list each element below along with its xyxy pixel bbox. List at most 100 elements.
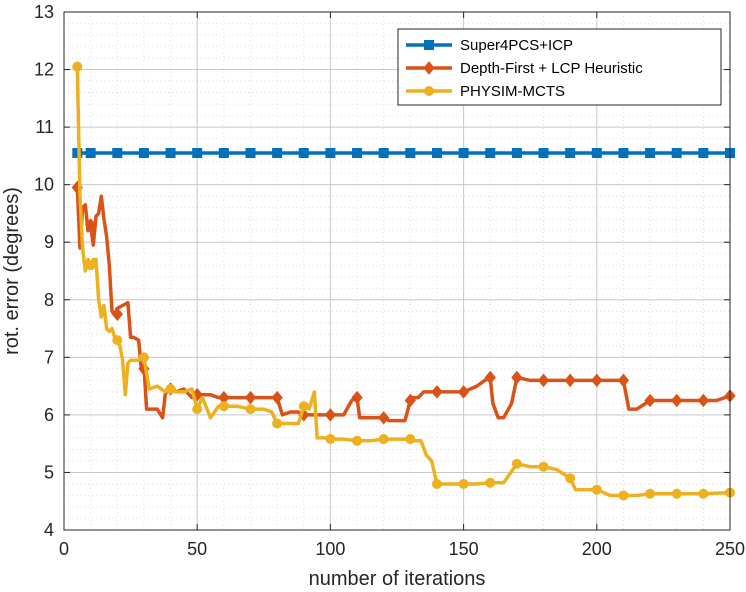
data-point-square (671, 148, 682, 159)
data-point-square (431, 148, 442, 159)
y-tick-label: 12 (34, 60, 54, 80)
data-point-square (112, 148, 123, 159)
data-point-diamond (511, 370, 523, 385)
data-point-square (352, 148, 363, 159)
data-point-diamond (617, 373, 630, 388)
series-line (75, 64, 732, 498)
series-layer (71, 61, 736, 501)
data-point-circle (511, 458, 522, 469)
data-point-circle (671, 488, 682, 499)
data-point-diamond (671, 393, 683, 408)
y-tick-label: 11 (35, 117, 54, 137)
data-point-circle (591, 484, 602, 495)
data-point-circle (298, 401, 309, 412)
data-point-circle (245, 404, 256, 415)
data-point-diamond (324, 408, 337, 422)
data-point-circle (645, 488, 656, 499)
data-point-diamond (271, 390, 283, 405)
data-point-square (138, 148, 149, 159)
data-point-diamond (431, 385, 443, 399)
plot-frame (63, 11, 731, 531)
data-point-circle (698, 488, 709, 499)
data-point-square (272, 148, 283, 159)
data-point-diamond (591, 373, 603, 388)
data-point-square (698, 148, 709, 159)
y-tick-label: 4 (44, 520, 54, 540)
data-point-square (298, 148, 309, 159)
data-point-diamond (564, 373, 576, 388)
y-tick-label: 9 (44, 232, 54, 252)
x-tick-label: 250 (715, 539, 745, 559)
data-point-circle (431, 478, 442, 489)
data-point-diamond (84, 218, 97, 232)
legend-label: Super4PCS+ICP (460, 37, 573, 54)
y-tick-label: 13 (34, 2, 54, 22)
data-point-square (618, 148, 629, 159)
data-point-square (591, 148, 602, 159)
legend: Super4PCS+ICP Depth-First + LCP Heuristic… (397, 28, 722, 106)
data-point-circle (565, 473, 576, 484)
x-tick-label: 100 (315, 539, 345, 559)
data-point-square (378, 148, 389, 159)
data-point-square (165, 148, 176, 159)
data-point-circle (325, 434, 336, 445)
data-point-diamond (351, 390, 363, 405)
data-point-circle (218, 401, 229, 412)
data-point-square (245, 148, 256, 159)
data-point-square (405, 148, 416, 159)
data-point-diamond (404, 393, 416, 408)
y-tick-label: 5 (44, 462, 54, 482)
x-tick-label: 200 (582, 539, 612, 559)
data-point-square (218, 148, 229, 159)
data-point-square (565, 148, 576, 159)
x-tick-label: 0 (59, 539, 69, 559)
data-point-square (192, 148, 203, 159)
data-point-diamond (484, 370, 496, 385)
y-tick-labels: 4 5 6 7 8 9 10 11 12 13 (34, 2, 54, 540)
data-point-circle (112, 335, 123, 346)
y-axis-label: rot. error (degrees) (1, 187, 23, 355)
legend-marker-square (424, 40, 434, 50)
legend-label: PHYSIM-MCTS (460, 83, 565, 100)
data-point-square (511, 148, 522, 159)
data-point-square (485, 148, 496, 159)
data-point-circle (378, 434, 389, 445)
series-super4pcs-icp (72, 148, 735, 159)
data-point-square (325, 148, 336, 159)
data-point-square (538, 148, 549, 159)
series-physim-mcts (72, 61, 735, 501)
y-tick-label: 10 (34, 175, 54, 195)
data-point-diamond (537, 373, 550, 388)
data-point-diamond (457, 385, 470, 399)
data-point-circle (85, 260, 96, 271)
data-point-square (458, 148, 469, 159)
data-point-circle (165, 383, 176, 394)
data-point-circle (352, 435, 363, 446)
y-tick-label: 7 (44, 347, 54, 367)
legend-label: Depth-First + LCP Heuristic (460, 60, 643, 77)
data-point-diamond (644, 393, 656, 408)
tick-marks (63, 11, 731, 531)
data-point-square (645, 148, 656, 159)
data-point-circle (538, 461, 549, 472)
x-tick-label: 50 (187, 539, 207, 559)
data-point-square (85, 148, 96, 159)
x-tick-labels: 0 50 100 150 200 250 (59, 539, 745, 559)
y-tick-label: 8 (44, 290, 54, 310)
legend-marker-diamond (423, 61, 435, 75)
x-axis-label: number of iterations (309, 568, 486, 590)
series-depth-first-lcp-heuristic (71, 180, 736, 425)
x-tick-label: 150 (449, 539, 479, 559)
data-point-circle (72, 61, 83, 72)
data-point-circle (138, 352, 149, 363)
data-point-circle (618, 490, 629, 501)
data-point-diamond (111, 307, 123, 321)
y-tick-label: 6 (44, 405, 54, 425)
data-point-circle (192, 404, 203, 415)
data-point-circle (405, 434, 416, 445)
data-point-circle (272, 418, 283, 429)
data-point-diamond (244, 390, 257, 405)
data-point-circle (458, 478, 469, 489)
data-point-circle (485, 477, 496, 488)
data-point-diamond (697, 393, 710, 408)
